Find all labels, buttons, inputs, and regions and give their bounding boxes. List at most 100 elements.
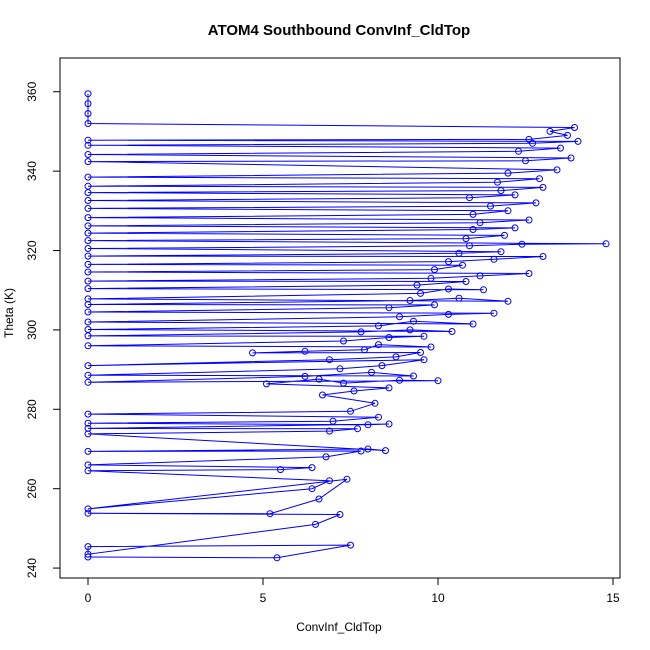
data-point (84, 260, 92, 268)
data-point (466, 194, 473, 202)
data-point (445, 310, 452, 318)
data-point (536, 175, 543, 183)
data-point (511, 224, 519, 232)
data-point (301, 372, 309, 380)
data-point (497, 248, 505, 256)
data-point (462, 235, 470, 243)
data-point (84, 229, 92, 237)
data-point (501, 231, 508, 239)
data-point (364, 445, 372, 453)
data-point (84, 151, 92, 158)
data-point (406, 326, 414, 334)
y-tick-label: 240 (25, 558, 39, 578)
data-point (522, 157, 529, 165)
data-point (427, 343, 435, 351)
x-tick-label: 5 (260, 591, 267, 605)
x-tick-label: 15 (606, 591, 620, 605)
data-point (343, 475, 351, 483)
data-point (84, 326, 92, 333)
data-point (84, 543, 92, 551)
data-point (396, 313, 403, 321)
data-point (469, 226, 477, 233)
data-point (84, 136, 92, 144)
data-point (420, 332, 428, 340)
data-point (515, 147, 522, 155)
x-axis: 0 5 10 15 (85, 577, 620, 605)
data-point (385, 334, 393, 341)
data-point (525, 270, 533, 277)
data-point (84, 553, 92, 561)
data-point (84, 461, 92, 469)
data-point (319, 391, 326, 399)
y-tick-label: 300 (25, 320, 39, 340)
data-point (84, 318, 92, 326)
data-point (504, 169, 512, 177)
data-point (546, 127, 554, 135)
data-point (567, 154, 575, 162)
y-tick-label: 280 (25, 399, 39, 419)
data-point (84, 362, 92, 370)
data-point (476, 272, 484, 280)
data-point (378, 362, 386, 370)
data-point (539, 253, 547, 260)
data-point (602, 240, 610, 248)
data-point (277, 466, 284, 474)
data-point (361, 346, 368, 354)
data-point (494, 178, 501, 186)
data-point (382, 447, 389, 455)
data-point (420, 356, 428, 364)
data-point (84, 378, 92, 386)
x-tick-label: 0 (85, 591, 92, 605)
data-point (564, 131, 571, 139)
data-point (431, 266, 438, 274)
data-point (511, 191, 519, 199)
data-point (375, 413, 382, 421)
data-point (504, 297, 512, 305)
data-point (448, 328, 456, 335)
data-point (84, 509, 92, 517)
data-point (406, 297, 414, 304)
data-point (326, 427, 333, 435)
y-axis: 240 260 280 300 320 340 360 (25, 81, 61, 578)
data-point (466, 242, 473, 250)
data-point (532, 199, 540, 207)
data-point (84, 268, 92, 276)
data-point (84, 182, 92, 190)
data-point (249, 349, 256, 357)
data-point (557, 144, 564, 152)
data-point (431, 301, 438, 309)
data-point (84, 90, 92, 98)
data-point (385, 420, 393, 428)
data-point (574, 137, 582, 145)
data-point (410, 372, 417, 380)
data-point (84, 424, 92, 432)
data-point (434, 377, 442, 385)
data-point (84, 410, 92, 418)
y-tick-label: 340 (25, 161, 39, 181)
data-point (427, 274, 435, 282)
data-point (504, 207, 512, 215)
data-point (410, 317, 417, 325)
data-point (84, 158, 92, 166)
data-point (385, 384, 393, 392)
data-point (84, 100, 92, 108)
data-point (84, 342, 92, 350)
data-point (357, 328, 365, 336)
data-point (525, 135, 533, 143)
data-point (312, 520, 319, 528)
data-point (308, 485, 316, 493)
data-point (413, 281, 421, 289)
data-point (455, 249, 463, 257)
data-point (84, 222, 92, 230)
data-point (84, 214, 92, 222)
data-point (340, 337, 347, 345)
data-point (308, 464, 316, 472)
data-point (553, 166, 561, 174)
data-point (326, 356, 333, 364)
data-point (392, 353, 400, 361)
data-point (329, 417, 337, 425)
data-point (263, 380, 270, 388)
data-point (301, 347, 309, 355)
data-point (84, 141, 92, 149)
